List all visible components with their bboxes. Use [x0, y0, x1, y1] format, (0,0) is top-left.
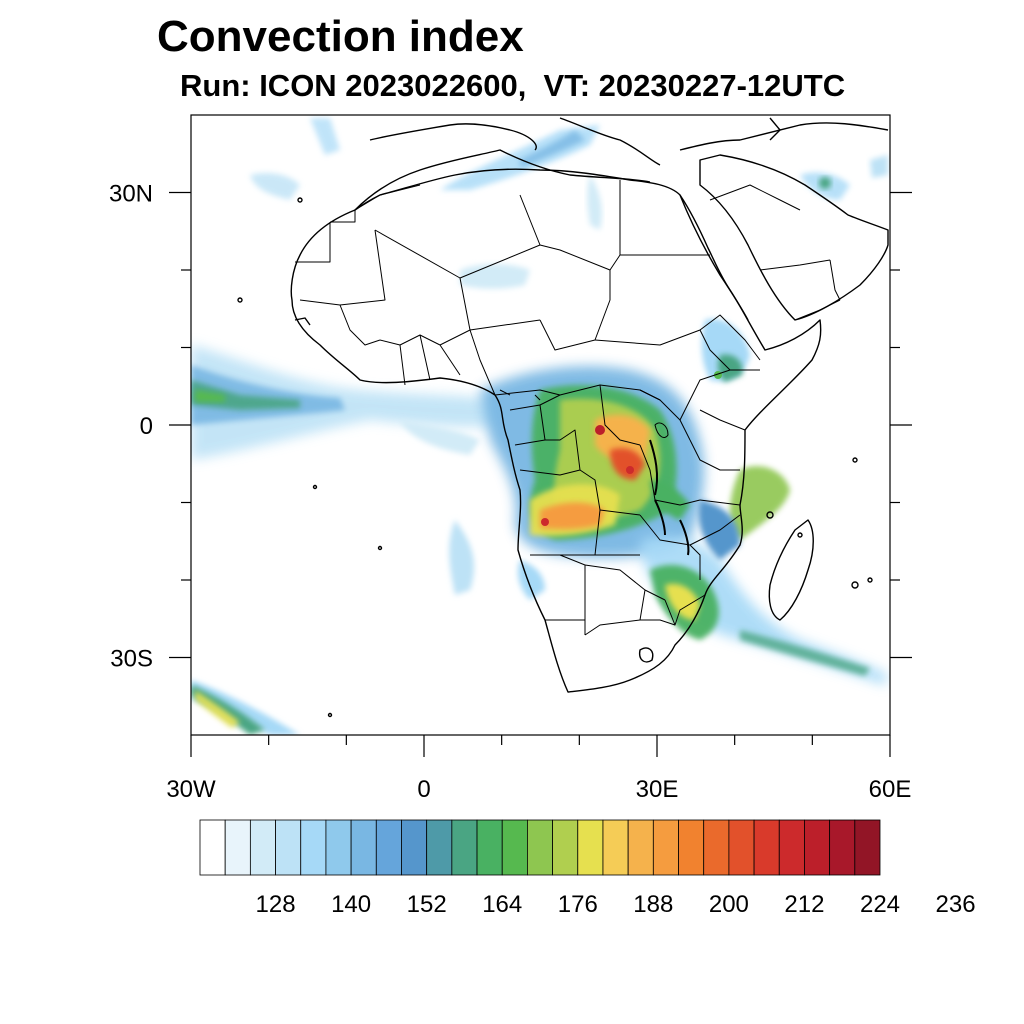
mozambique-convection	[640, 466, 888, 685]
colorbar-swatch	[703, 819, 730, 876]
colorbar-swatch	[527, 819, 553, 876]
chart-subtitle: Run: ICON 2023022600, VT: 20230227-12UTC	[180, 68, 846, 103]
colorbar-swatch	[753, 819, 780, 876]
colorbar-swatch	[476, 819, 503, 876]
mediterranean-convection	[250, 118, 888, 289]
colorbar-swatch	[451, 819, 478, 876]
colorbar-swatch	[804, 819, 831, 876]
colorbar-swatch	[325, 819, 352, 876]
congo-basin-convection	[480, 366, 705, 558]
colorbar-swatch	[854, 819, 881, 876]
colorbar-swatch	[678, 819, 705, 876]
colorbar-swatch	[652, 819, 679, 876]
colorbar-label: 236	[936, 891, 976, 918]
lat-tick-label: 0	[140, 413, 153, 440]
lon-tick-label: 30W	[166, 776, 216, 803]
africa-coastline	[290, 168, 822, 693]
colorbar-swatch	[375, 819, 402, 876]
south-atlantic-convection	[191, 680, 300, 735]
madagascar-coastline	[768, 519, 814, 621]
colorbar-label: 140	[331, 891, 371, 918]
colorbar-swatch	[728, 819, 755, 876]
colorbar-label: 200	[709, 891, 749, 918]
colorbar-swatch	[577, 819, 604, 876]
colorbar-swatch	[552, 819, 579, 876]
colorbar-swatch	[350, 819, 377, 876]
colorbar-label: 176	[558, 891, 598, 918]
ethiopia-convection	[701, 319, 750, 382]
colorbar-swatch	[627, 819, 654, 876]
colorbar-swatch	[199, 819, 226, 876]
chart-title: Convection index	[157, 12, 524, 61]
lat-tick-label: 30N	[109, 181, 153, 208]
lon-tick-label: 0	[417, 776, 430, 803]
colorbar-swatch	[249, 819, 276, 876]
colorbar-label: 164	[482, 891, 522, 918]
colorbar-swatch	[224, 819, 251, 876]
colorbar-swatch	[778, 819, 805, 876]
country-borders	[295, 180, 841, 636]
arabia-coastline	[699, 154, 889, 321]
colorbar-swatch	[401, 819, 428, 876]
colorbar-swatch	[501, 819, 528, 876]
lon-tick-label: 60E	[869, 776, 912, 803]
colorbar-swatch	[275, 819, 302, 876]
colorbar-label: 152	[407, 891, 447, 918]
colorbar-swatch	[829, 819, 856, 876]
atlantic-itcz-convection	[191, 345, 505, 460]
convection-field-layer	[191, 118, 888, 735]
coastline-layer	[237, 117, 889, 718]
lat-tick-label: 30S	[110, 646, 153, 673]
colorbar-label: 224	[860, 891, 900, 918]
lon-tick-label: 30E	[636, 776, 679, 803]
axis-ticks: 30W 0 30E 60E 30N 0 30S	[109, 181, 912, 803]
colorbar-swatch	[300, 819, 327, 876]
colorbar: 128 140 152 164 176 188 200 212 224 236	[199, 819, 976, 918]
colorbar-label: 128	[256, 891, 296, 918]
colorbar-label: 188	[633, 891, 673, 918]
colorbar-swatch	[426, 819, 453, 876]
colorbar-swatch	[602, 819, 629, 876]
colorbar-label: 212	[784, 891, 824, 918]
